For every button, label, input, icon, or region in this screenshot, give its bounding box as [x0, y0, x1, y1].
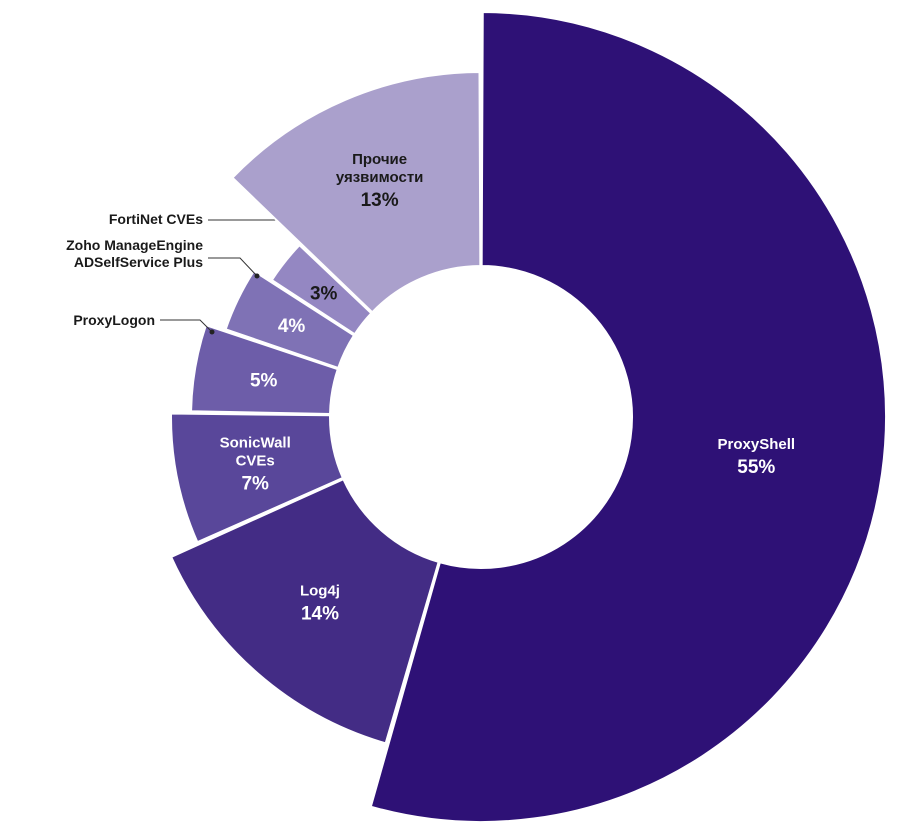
external-label-fortinet-cves: FortiNet CVEs: [109, 211, 203, 227]
slice-прочие-уязвимости: [231, 70, 482, 314]
external-label-zoho-manageengine-adselfservice-plus: ADSelfService Plus: [74, 254, 203, 270]
slice-sonicwall-cves: [170, 412, 345, 544]
slice-label-sonicwall-cves: CVEs: [236, 452, 275, 469]
slice-value-proxylogon: 5%: [250, 370, 278, 391]
leader-line-zoho-manageengine-adselfservice-plus: [208, 257, 258, 277]
slice-value-log4j: 14%: [301, 603, 339, 624]
slice-proxylogon: [190, 323, 340, 416]
slice-value-fortinet-cves: 3%: [310, 284, 338, 305]
slice-value-zoho-manageengine-adselfservice-plus: 4%: [278, 316, 306, 337]
external-label-zoho-manageengine-adselfservice-plus: Zoho ManageEngine: [66, 237, 203, 253]
slice-label-log4j: Log4j: [300, 582, 340, 599]
slice-value-прочие-уязвимости: 13%: [361, 190, 399, 211]
external-label-proxylogon: ProxyLogon: [73, 312, 155, 328]
slice-label-proxyshell: ProxyShell: [718, 436, 796, 453]
slice-zoho-manageengine-adselfservice-plus: [224, 269, 356, 370]
slice-value-sonicwall-cves: 7%: [241, 473, 269, 494]
slice-fortinet-cves: [270, 243, 373, 336]
slice-proxyshell: [369, 10, 887, 823]
slice-label-прочие-уязвимости: уязвимости: [336, 169, 424, 186]
leader-dot-zoho-manageengine-adselfservice-plus: [254, 273, 260, 279]
leader-dot-proxylogon: [209, 329, 215, 335]
leader-line-proxylogon: [160, 319, 213, 333]
slice-log4j: [169, 477, 440, 745]
slice-label-прочие-уязвимости: Прочие: [352, 151, 407, 168]
slice-value-proxyshell: 55%: [737, 457, 775, 478]
slice-label-sonicwall-cves: SonicWall: [220, 434, 291, 451]
